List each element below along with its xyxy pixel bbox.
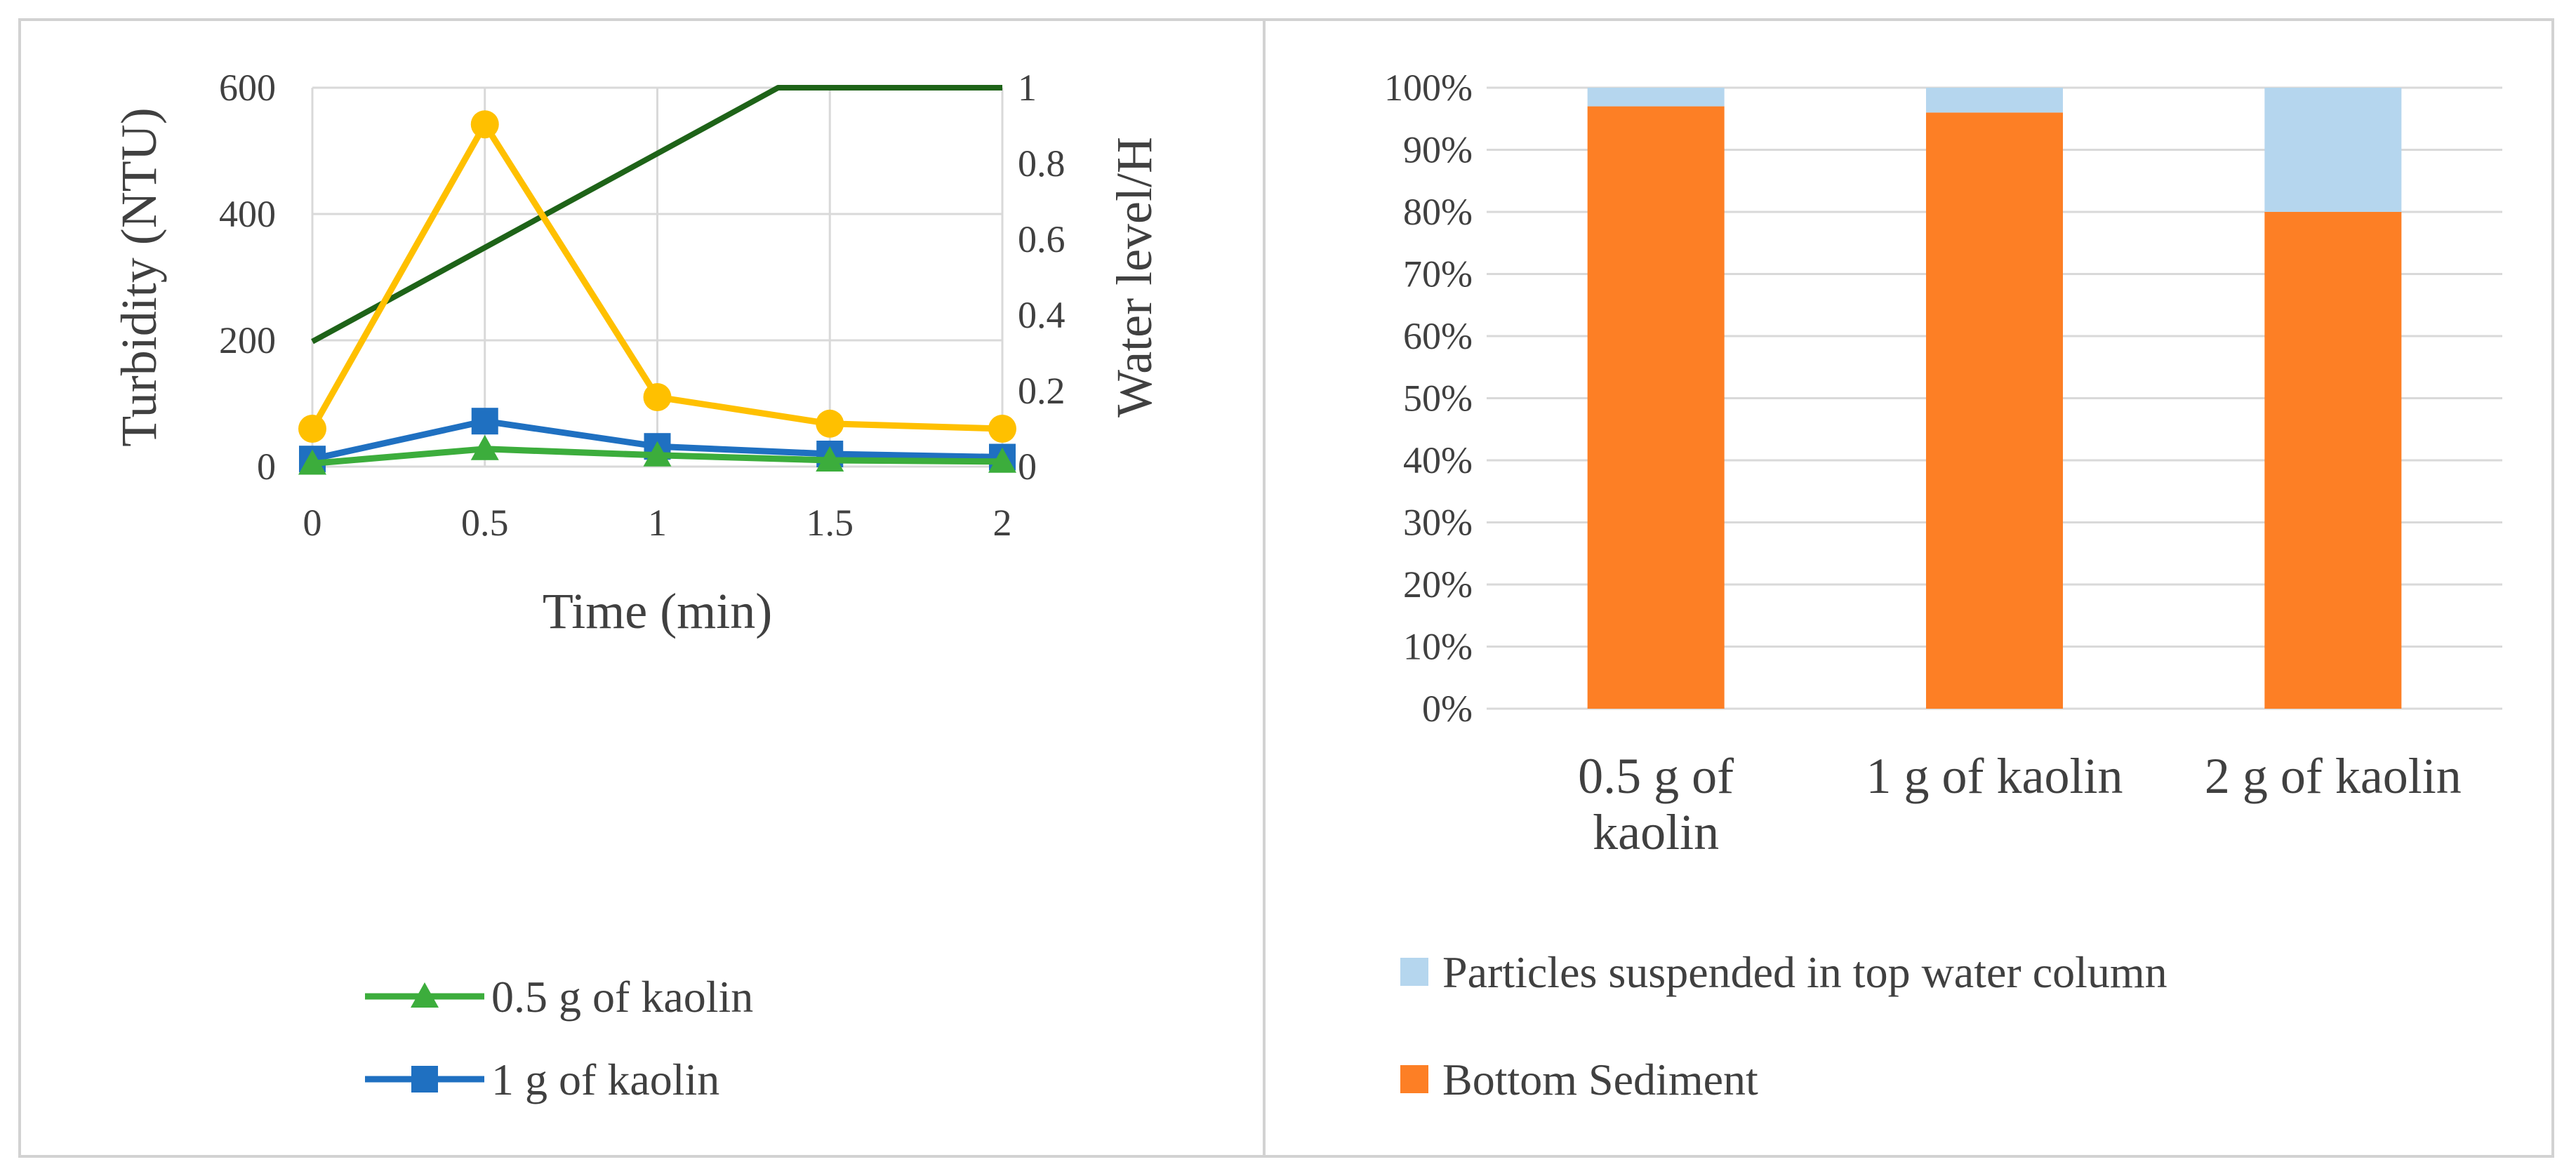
legend-marker bbox=[411, 982, 439, 1008]
bar-segment bbox=[2264, 88, 2402, 212]
data-point bbox=[643, 383, 672, 411]
y-tick-label: 0 bbox=[257, 446, 276, 488]
data-point bbox=[643, 441, 672, 467]
y-tick-label: 600 bbox=[219, 67, 276, 109]
y-tick-label: 100% bbox=[1384, 67, 1473, 109]
x-tick-label: 1 bbox=[648, 502, 667, 544]
bar-segment bbox=[1587, 106, 1725, 709]
y-axis-title: Turbidity (NTU) bbox=[111, 107, 167, 446]
data-point bbox=[298, 415, 326, 443]
y2-tick-label: 0.8 bbox=[1018, 142, 1065, 185]
turbidity-line-chart: 0 200 400 600 0 0.2 0.4 0.6 0.8 1 0 0.5 1 1.5 2 Time (m… bbox=[111, 67, 1162, 1104]
legend-swatch bbox=[1400, 1065, 1428, 1093]
bar-segment bbox=[1926, 88, 2063, 113]
legend-entry: 0.5 g of kaolin bbox=[365, 972, 753, 1022]
series-water-level bbox=[311, 85, 1002, 345]
y-tick-label: 30% bbox=[1403, 502, 1473, 544]
x-tick-label: 1.5 bbox=[806, 502, 854, 544]
series-2-g-of-kaolin bbox=[298, 110, 1016, 443]
series-line bbox=[311, 85, 1002, 345]
y-tick-label: 400 bbox=[219, 193, 276, 235]
legend-label: 0.5 g of kaolin bbox=[491, 972, 753, 1022]
data-point bbox=[988, 415, 1016, 443]
category-label: kaolin bbox=[1593, 804, 1719, 860]
y2-tick-label: 0.6 bbox=[1018, 218, 1065, 260]
legend-label: 1 g of kaolin bbox=[491, 1055, 719, 1104]
y-tick-label: 70% bbox=[1403, 253, 1473, 295]
y-tick-label: 80% bbox=[1403, 191, 1473, 233]
category-label: 2 g of kaolin bbox=[2205, 748, 2462, 804]
legend-entry: Particles suspended in top water column bbox=[1400, 947, 2167, 997]
category-label: 0.5 g of bbox=[1578, 748, 1734, 804]
y-tick-label: 90% bbox=[1403, 129, 1473, 171]
y-tick-label: 200 bbox=[219, 319, 276, 361]
y2-axis-title: Water level/H bbox=[1106, 137, 1162, 417]
legend-marker bbox=[411, 1066, 438, 1093]
y-tick-label: 10% bbox=[1403, 626, 1473, 668]
y-tick-label: 20% bbox=[1403, 563, 1473, 606]
left-panel-border bbox=[18, 18, 1266, 1158]
y2-tick-label: 0.4 bbox=[1018, 294, 1065, 336]
bar-segment bbox=[2264, 212, 2402, 709]
sediment-stacked-bar-chart: 0% 10% 20% 30% 40% 50% 60% 70% 80% 90% 100% 0.5 g o… bbox=[1384, 67, 2502, 1104]
series-0-5-g-of-kaolin bbox=[298, 434, 1016, 475]
data-point bbox=[816, 409, 844, 438]
y2-tick-label: 1 bbox=[1018, 67, 1037, 109]
category-label: 1 g of kaolin bbox=[1866, 748, 2123, 804]
x-tick-label: 0 bbox=[303, 502, 322, 544]
data-point bbox=[298, 449, 326, 475]
x-tick-label: 2 bbox=[993, 502, 1012, 544]
data-point bbox=[471, 408, 498, 435]
y-tick-label: 50% bbox=[1403, 377, 1473, 420]
data-point bbox=[988, 447, 1016, 473]
y2-tick-label: 0.2 bbox=[1018, 370, 1065, 412]
data-point bbox=[470, 110, 499, 139]
x-tick-label: 0.5 bbox=[461, 502, 509, 544]
legend-label: Particles suspended in top water column bbox=[1442, 947, 2167, 997]
legend-entry: 1 g of kaolin bbox=[365, 1055, 719, 1104]
data-point bbox=[816, 446, 844, 472]
y-tick-label: 60% bbox=[1403, 315, 1473, 357]
data-point bbox=[470, 434, 499, 460]
x-axis-title: Time (min) bbox=[543, 583, 772, 639]
legend-entry: Bottom Sediment bbox=[1400, 1055, 1758, 1104]
y2-tick-label: 0 bbox=[1018, 446, 1037, 488]
legend-label: Bottom Sediment bbox=[1442, 1055, 1758, 1104]
legend-swatch bbox=[1400, 958, 1428, 986]
y-tick-label: 40% bbox=[1403, 439, 1473, 481]
bar-segment bbox=[1926, 112, 2063, 709]
y-tick-label: 0% bbox=[1422, 688, 1473, 730]
bar-segment bbox=[1587, 88, 1725, 107]
